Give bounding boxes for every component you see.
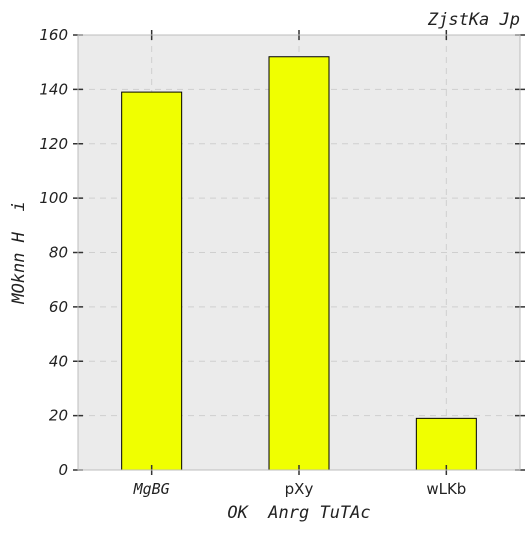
y-tick-label: 20 — [49, 407, 68, 425]
plot-frame — [77, 34, 521, 471]
bar-mgbg — [121, 91, 183, 471]
y-tick-label: 0 — [58, 461, 68, 479]
y-tick-label: 100 — [39, 189, 68, 207]
y-tick-label: 40 — [49, 352, 68, 370]
y-tick-label: 120 — [39, 135, 68, 153]
y-tick-label: 60 — [49, 298, 68, 316]
y-tick-label: 140 — [39, 80, 68, 98]
y-tick-label: 80 — [49, 244, 68, 262]
x-axis-label: OK Anrg TuTAc — [227, 503, 370, 523]
y-axis-label: MOknn H i — [9, 201, 29, 304]
x-tick-label: wLKb — [426, 480, 466, 498]
x-tick-label: pXy — [285, 480, 314, 498]
bar-pxy — [268, 56, 330, 471]
bars — [121, 56, 477, 471]
bar-wlkb — [415, 417, 477, 471]
chart-title: ZjstKa Jp — [427, 10, 520, 30]
y-tick-label: 160 — [39, 26, 68, 44]
x-tick-label: MgBG — [133, 480, 170, 498]
